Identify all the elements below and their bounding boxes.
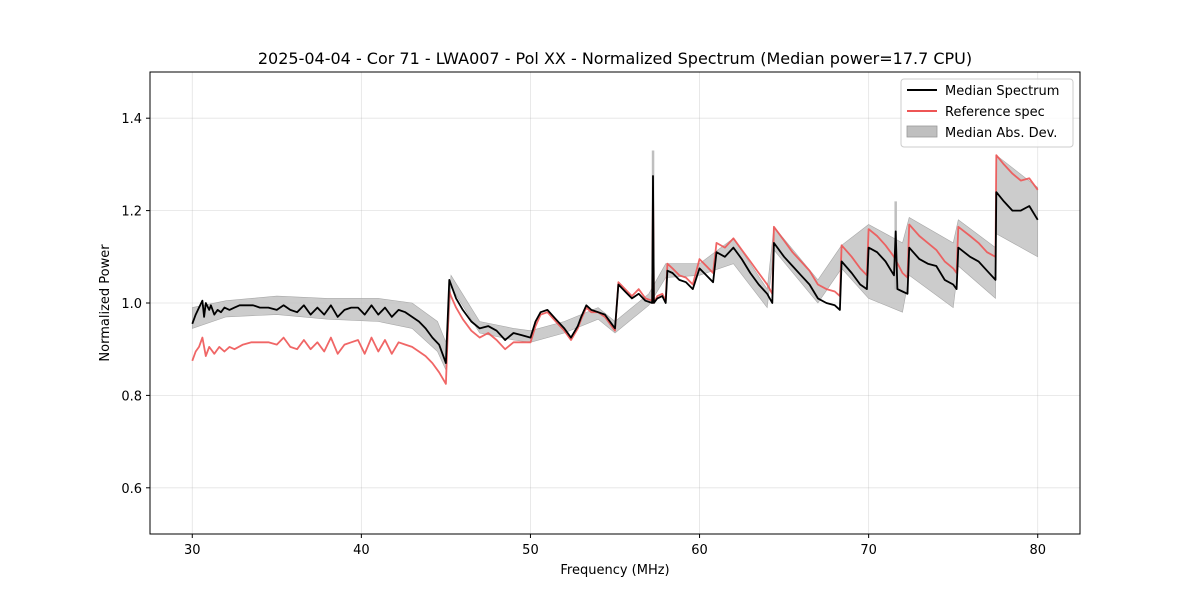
- legend-reference-spec-label: Reference spec: [945, 105, 1045, 120]
- chart-title: 2025-04-04 - Cor 71 - LWA007 - Pol XX - …: [258, 49, 972, 68]
- reference-spec-line: [191, 154, 1039, 385]
- y-tick-label: 1.2: [121, 205, 142, 220]
- median-spectrum-line: [191, 175, 1039, 364]
- x-tick-label: 40: [353, 543, 370, 558]
- y-tick-label: 0.8: [121, 389, 142, 404]
- series-layer: [191, 154, 1039, 385]
- y-tick-label: 1.4: [121, 112, 142, 127]
- legend-box: [900, 78, 1074, 148]
- x-tick-label: 70: [860, 543, 877, 558]
- legend-mad-swatch: [906, 125, 938, 138]
- x-tick-label: 50: [522, 543, 539, 558]
- legend-median-spectrum-label: Median Spectrum: [945, 84, 1059, 99]
- x-tick-label: 80: [1029, 543, 1046, 558]
- y-tick-label: 1.0: [121, 297, 142, 312]
- x-tick-label: 30: [184, 543, 201, 558]
- y-axis-label: Normalized Power: [98, 244, 113, 362]
- x-axis-ticks: 30 40 50 60 70 80: [184, 534, 1046, 558]
- legend: Median Spectrum Reference spec Median Ab…: [900, 78, 1074, 148]
- x-axis-label: Frequency (MHz): [560, 563, 669, 578]
- legend-mad-label: Median Abs. Dev.: [945, 126, 1057, 141]
- y-tick-label: 0.6: [121, 482, 142, 497]
- x-tick-label: 60: [691, 543, 708, 558]
- y-axis-ticks: 0.6 0.8 1.0 1.2 1.4: [121, 112, 150, 497]
